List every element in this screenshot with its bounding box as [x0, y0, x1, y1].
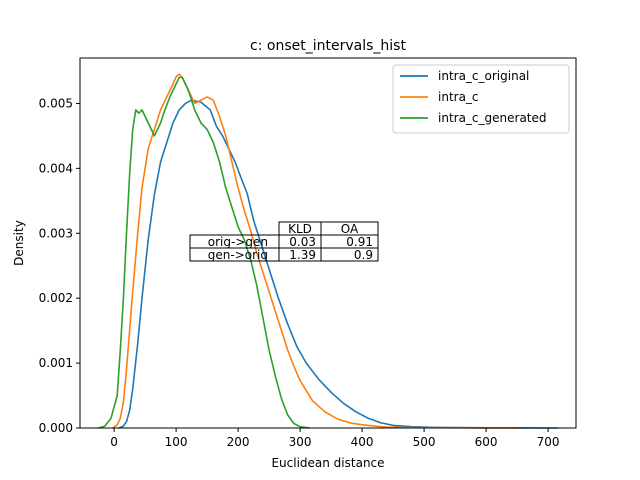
series-layer: [97, 73, 559, 429]
y-tick-label: 0.002: [39, 291, 73, 305]
legend-box: [392, 64, 570, 134]
x-tick-label: 0: [110, 435, 118, 449]
table-col-label: OA: [341, 222, 359, 236]
table-value: 1.39: [289, 248, 316, 262]
plot-frame: [79, 57, 577, 429]
legend-label: intra_c: [438, 90, 479, 104]
series-line-intra_c_generated: [97, 76, 311, 429]
x-tick-label: 400: [351, 435, 374, 449]
stats-table: KLD OA orig->gen 0.03 0.91 gen->orig 1.39 0.9: [189, 221, 379, 262]
chart-title: c: onset_intervals_hist: [250, 38, 406, 54]
table-cell: [320, 247, 379, 262]
x-axis: 0 100 200 300 400 500 600 700: [110, 428, 560, 449]
y-tick-label: 0.004: [39, 161, 73, 175]
y-tick-label: 0.001: [39, 356, 73, 370]
legend-label: intra_c_generated: [438, 111, 547, 125]
series-line-intra_c_original: [118, 99, 559, 429]
x-tick-label: 300: [289, 435, 312, 449]
x-tick-label: 600: [475, 435, 498, 449]
x-tick-label: 200: [227, 435, 250, 449]
y-axis-label: Density: [12, 220, 26, 266]
table-row-label: gen->orig: [208, 248, 268, 262]
table-value: 0.9: [354, 248, 373, 262]
y-tick-label: 0.005: [39, 96, 73, 110]
series-line-intra_c: [112, 73, 518, 429]
table-value: 0.03: [289, 235, 316, 249]
legend: intra_c_original intra_c intra_c_generated: [392, 64, 570, 134]
x-tick-label: 100: [165, 435, 188, 449]
table-col-label: KLD: [288, 222, 312, 236]
y-axis: 0.000 0.001 0.002 0.003 0.004 0.005: [39, 96, 80, 435]
y-tick-label: 0.003: [39, 226, 73, 240]
x-tick-label: 700: [537, 435, 560, 449]
x-axis-label: Euclidean distance: [271, 456, 384, 470]
y-tick-label: 0.000: [39, 421, 73, 435]
table-row-label: orig->gen: [208, 235, 268, 249]
x-tick-label: 500: [413, 435, 436, 449]
legend-label: intra_c_original: [438, 69, 529, 83]
table-value: 0.91: [346, 235, 373, 249]
